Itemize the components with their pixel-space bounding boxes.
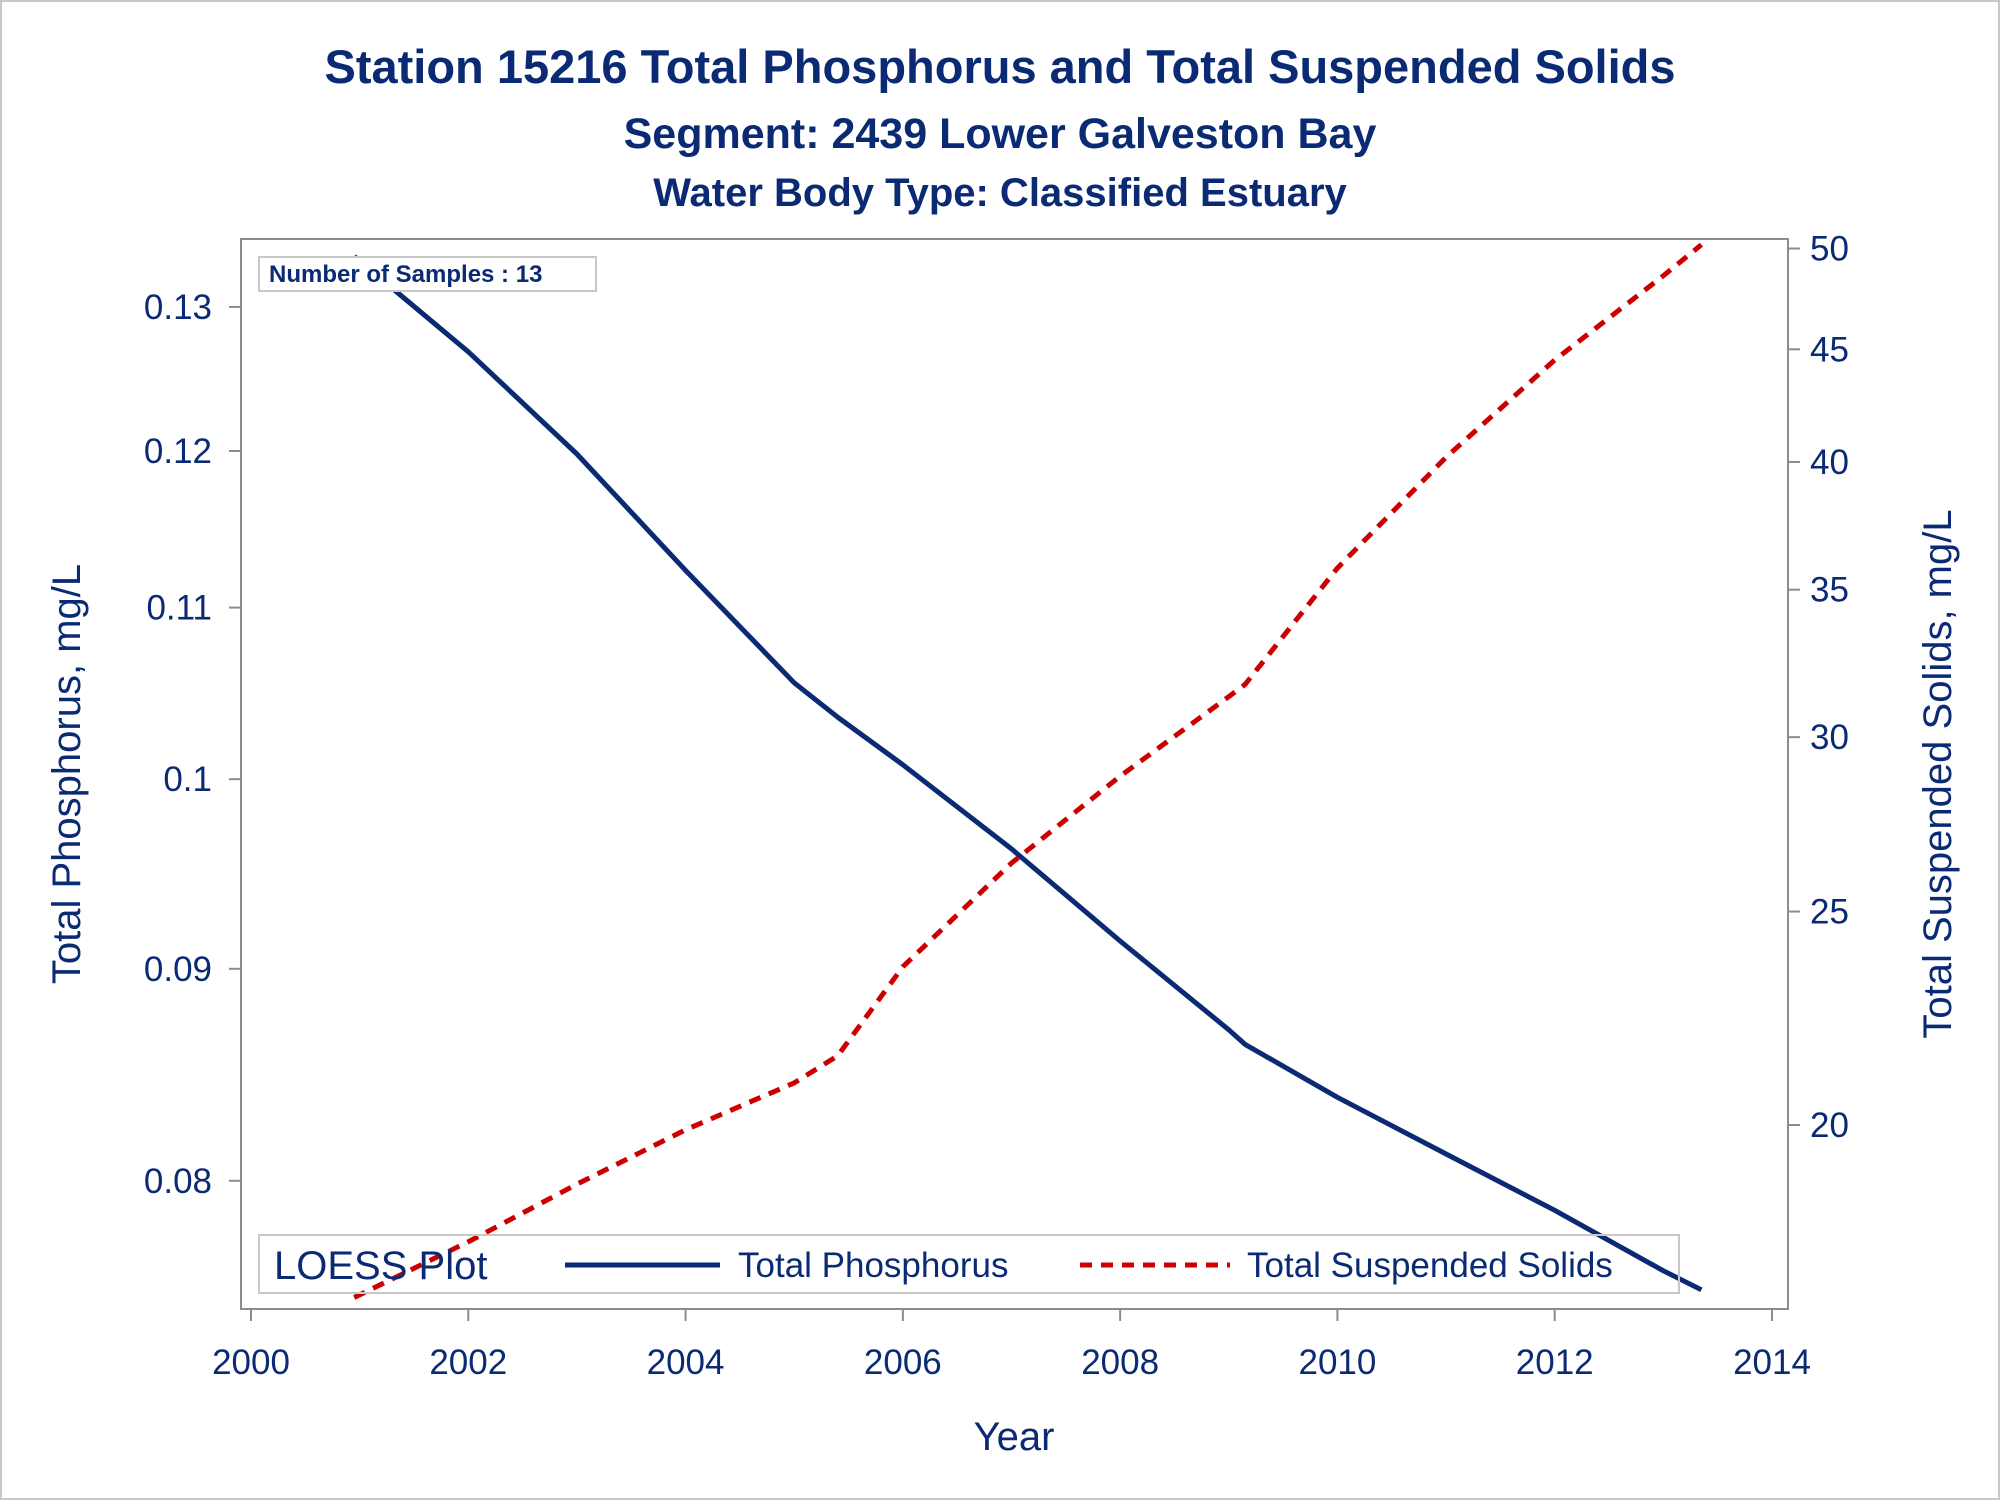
sample-count-label: Number of Samples : 13 xyxy=(269,261,542,288)
x-tick-label: 2002 xyxy=(429,1343,507,1382)
series-line-phosphorus xyxy=(352,254,1703,1293)
x-tick-label: 2006 xyxy=(864,1343,942,1382)
y2-tick-label: 45 xyxy=(1810,330,1849,369)
chart-subtitle-2: Water Body Type: Classified Estuary xyxy=(653,171,1347,215)
series-line-suspended-solids xyxy=(353,242,1703,1300)
y-axis-right: 20 25 30 35 40 45 50 xyxy=(1788,230,1849,1145)
legend-box xyxy=(258,1234,1680,1294)
y-tick-label: 0.09 xyxy=(144,950,212,989)
x-axis: 2000 2002 2004 2006 2008 2010 2012 2014 xyxy=(212,1309,1811,1382)
y-tick-label: 0.08 xyxy=(144,1162,212,1201)
y-tick-label: 0.11 xyxy=(146,589,212,628)
x-tick-label: 2000 xyxy=(212,1343,290,1382)
x-tick-label: 2008 xyxy=(1081,1343,1159,1382)
x-tick-label: 2010 xyxy=(1298,1343,1376,1382)
y-tick-label: 0.13 xyxy=(144,288,212,327)
x-tick-label: 2012 xyxy=(1516,1343,1594,1382)
legend-label-suspended-solids: Total Suspended Solids xyxy=(1247,1246,1613,1285)
y-tick-label: 0.1 xyxy=(163,760,212,799)
y2-tick-label: 30 xyxy=(1810,718,1849,757)
y2-tick-label: 50 xyxy=(1810,230,1849,269)
y2-axis-label: Total Suspended Solids, mg/L xyxy=(1916,509,1960,1038)
chart-title: Station 15216 Total Phosphorus and Total… xyxy=(325,40,1676,93)
plot-area xyxy=(240,238,1789,1310)
x-axis-label: Year xyxy=(974,1415,1055,1459)
y2-tick-label: 35 xyxy=(1810,571,1849,610)
x-tick-label: 2014 xyxy=(1733,1343,1811,1382)
legend-label-phosphorus: Total Phosphorus xyxy=(738,1246,1008,1285)
sample-count-box xyxy=(258,256,597,292)
legend-title: LOESS Plot xyxy=(274,1244,487,1288)
y-tick-label: 0.12 xyxy=(144,432,212,471)
y-axis-left: 0.08 0.09 0.1 0.11 0.12 0.13 xyxy=(144,288,241,1201)
y2-tick-label: 40 xyxy=(1810,443,1849,482)
y-axis-label: Total Phosphorus, mg/L xyxy=(45,564,89,984)
chart-subtitle: Segment: 2439 Lower Galveston Bay xyxy=(624,110,1377,158)
y2-tick-label: 25 xyxy=(1810,893,1849,932)
series-lines xyxy=(352,242,1703,1300)
x-tick-label: 2004 xyxy=(647,1343,725,1382)
y2-tick-label: 20 xyxy=(1810,1106,1849,1145)
